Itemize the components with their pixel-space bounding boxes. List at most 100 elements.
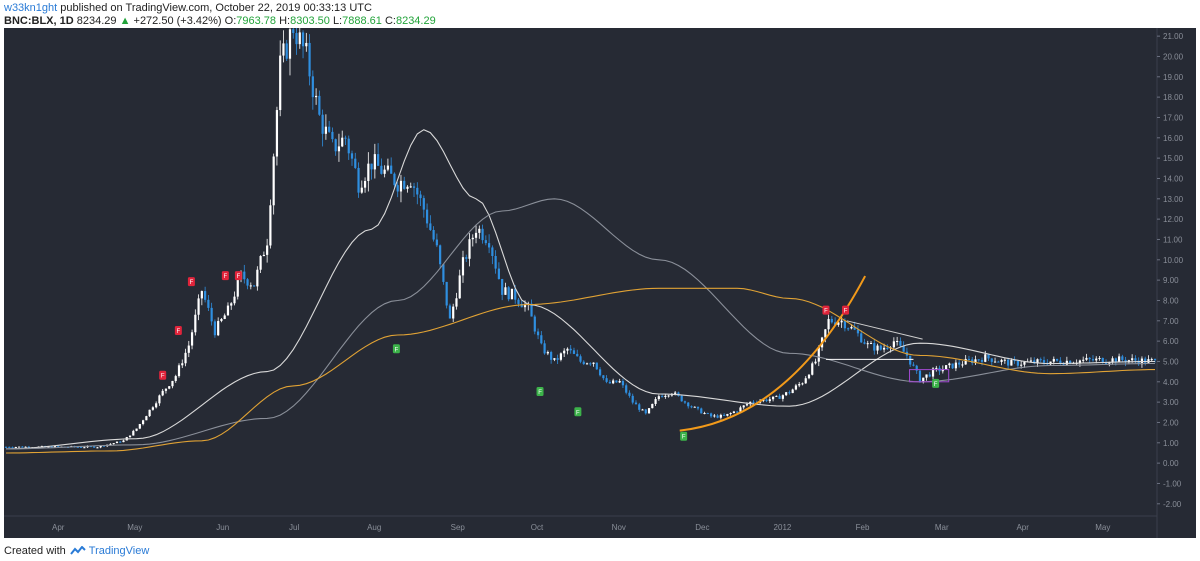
candle [615,380,618,383]
candle-body [876,345,879,351]
low-label: L: [332,15,343,27]
marker-label: F [395,347,399,353]
candle-body [1091,359,1095,361]
candle-body [556,358,559,360]
candle [14,446,17,449]
candle-body [155,403,158,408]
candle-body [951,363,954,369]
candle [213,319,217,338]
candle [765,398,768,403]
candle [168,385,171,390]
candle [399,174,403,203]
candle-body [354,158,357,168]
candle-body [292,29,295,34]
candle [354,152,357,170]
marker-label: F [576,410,580,416]
candle-body [533,316,536,332]
tradingview-brand-link[interactable]: TradingView [88,545,150,557]
candle [455,292,458,310]
candle [641,408,644,411]
candle [8,446,11,448]
time-tick-label: Nov [612,523,626,532]
candle [187,340,190,358]
candle-body [442,264,445,282]
candle-body [243,271,246,280]
candle-body [478,228,481,233]
author-link[interactable]: w33kn1ght [4,2,58,14]
price-tick-label: 14.00 [1163,174,1184,183]
candle-body [4,446,8,448]
marker-badge [822,305,830,315]
signal-markers: F F F F F F F F F F F F [159,271,940,441]
candle-body [967,358,971,360]
candle [445,281,448,309]
candle [928,372,931,378]
candle-body [507,287,510,300]
time-axis: Apr May Jun Jul Aug Sep Oct Nov Dec 2012 Feb Mar Apr… [52,523,1110,532]
candle [141,419,145,426]
candle [563,348,566,358]
marker-badge [574,407,582,417]
candle-body [161,390,164,396]
candle [667,394,670,398]
candle [827,314,830,335]
marker-label: F [934,382,938,388]
candle [736,410,739,414]
candle-body [517,299,520,304]
candle [4,446,8,448]
candle-body [834,322,837,325]
candle-body [1137,360,1140,365]
candle-body [190,332,194,346]
candle-body [523,304,527,308]
candle [288,28,292,76]
candle-body [337,146,341,152]
candle-body [1010,360,1013,366]
price-tick-label: 12.00 [1163,215,1184,224]
close-value: 8234.29 [395,15,436,27]
marker-badge [842,305,850,315]
candle [305,32,308,52]
chart-panel[interactable]: 21.00 20.00 19.00 18.00 17.00 16.00 15.00 14.00… [4,28,1196,538]
candle [419,190,422,206]
candle [396,182,399,198]
candle [631,393,634,405]
candle [661,394,664,398]
candle [1082,356,1085,364]
candle [951,363,954,369]
price-chart[interactable]: 21.00 20.00 19.00 18.00 17.00 16.00 15.00 14.00… [4,28,1196,538]
candle [954,359,957,372]
candle [912,362,915,367]
candle-body [729,413,732,415]
candle-body [494,256,497,269]
candle [177,363,181,378]
candle [576,349,579,357]
buy-signal-marker: F [932,378,940,388]
candle [210,302,213,326]
candle-body [644,409,647,414]
candle-body [432,229,435,240]
marker-badge [174,325,182,335]
candle-body [1131,358,1134,361]
candle-body [200,291,203,299]
candle [363,177,367,193]
candle-body [377,154,380,166]
publish-info: published on TradingView.com, October 22… [60,2,372,14]
marker-badge [536,386,544,396]
candle-body [396,185,399,192]
candle-body [1052,358,1055,362]
candle-body [902,345,905,352]
candle [1088,356,1091,364]
candle [184,348,187,367]
candle-body [520,303,523,308]
candle [781,394,784,402]
candle [801,382,804,386]
candle-body [1127,360,1130,363]
marker-label: F [682,435,686,441]
candle-body [279,55,282,111]
candle-body [987,354,990,359]
time-tick-label: Dec [695,523,709,532]
candle [553,358,556,362]
candle-body [1023,361,1026,365]
candle-body [1016,360,1020,366]
candle-body [11,447,14,449]
